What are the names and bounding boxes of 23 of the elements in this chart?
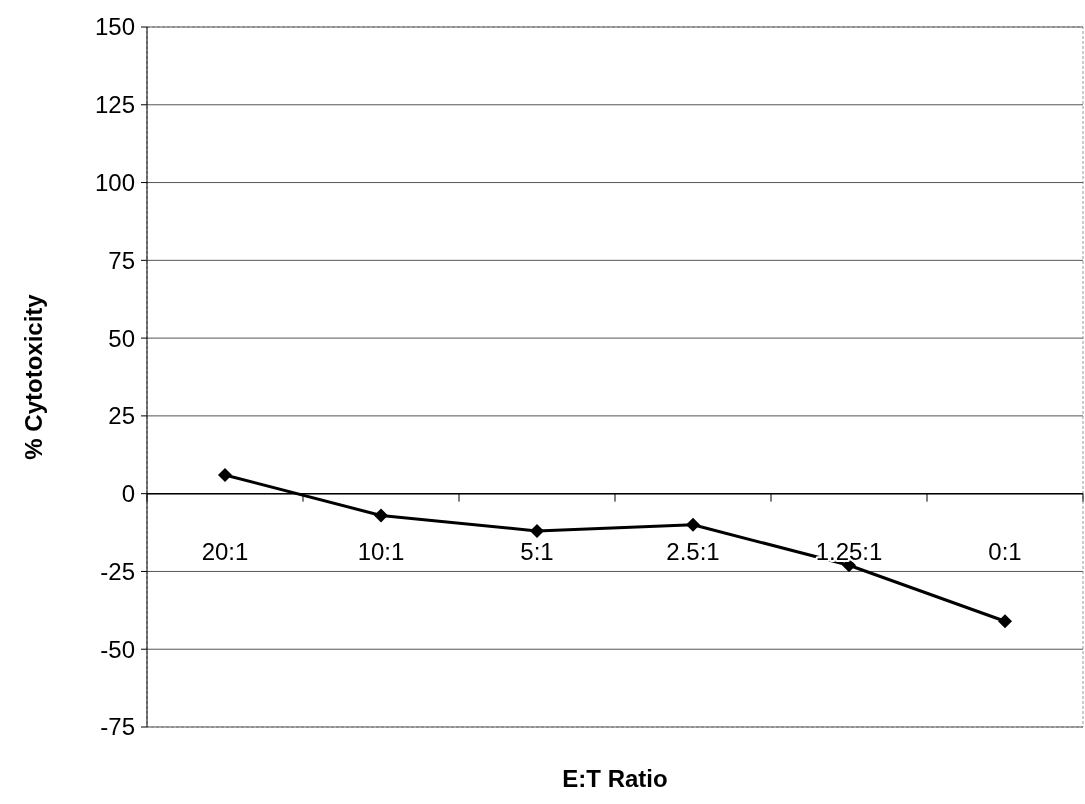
y-tick-label: -50 <box>100 635 135 663</box>
y-tick-label: -25 <box>100 557 135 585</box>
point <box>998 614 1012 629</box>
y-tick-label: 50 <box>108 324 135 352</box>
point <box>218 468 232 482</box>
x-tick-label: 2.5:1 <box>666 537 720 565</box>
y-tick-label: 125 <box>94 91 135 119</box>
y-tick-label: 150 <box>94 13 135 41</box>
x-tick-label: 5:1 <box>520 537 554 565</box>
y-tick-label: -75 <box>100 713 135 741</box>
x-tick-label: 20:1 <box>201 537 249 565</box>
y-tick-label: 100 <box>94 168 135 196</box>
point <box>686 517 700 532</box>
point <box>530 524 544 538</box>
y-tick-label: 25 <box>108 402 135 430</box>
y-tick-label: 0 <box>121 480 135 508</box>
point <box>374 508 388 523</box>
x-tick-label: 1.25:1 <box>815 537 883 565</box>
x-axis-title: E:T Ratio <box>562 765 668 792</box>
x-tick-label: 0:1 <box>988 537 1022 565</box>
y-tick-label: 75 <box>108 246 135 274</box>
y-axis-title: % Cytotoxicity <box>20 293 47 460</box>
x-tick-label: 10:1 <box>357 537 405 565</box>
